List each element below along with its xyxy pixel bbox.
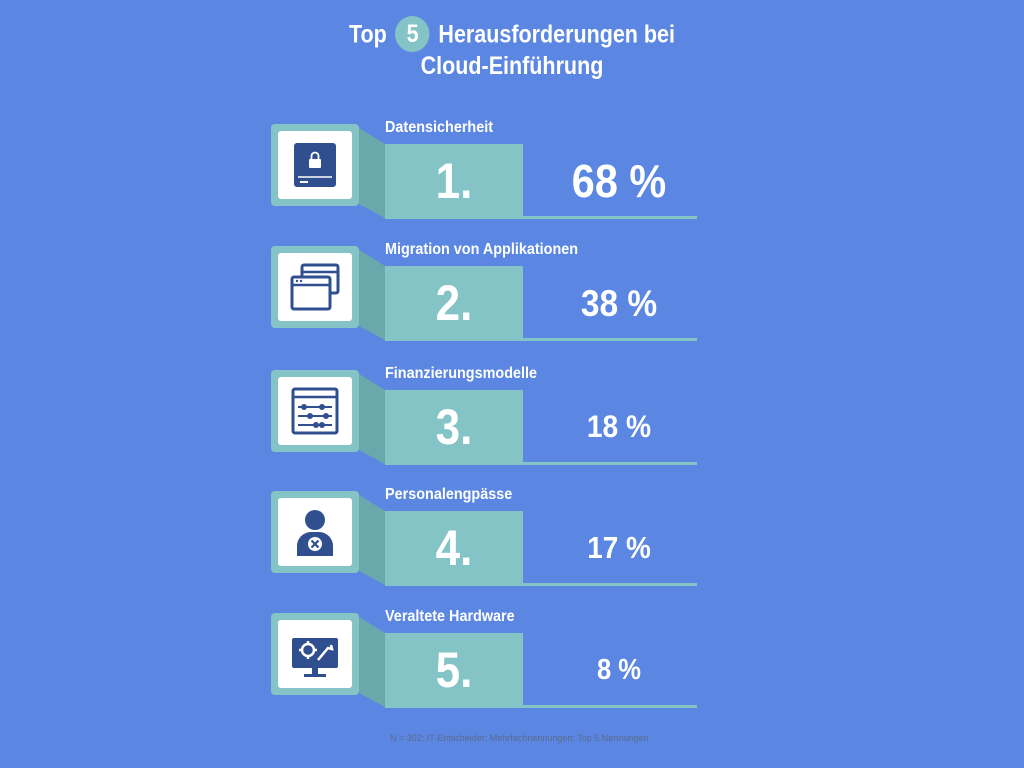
person-x-icon: [278, 498, 352, 566]
rank-box: 3.: [385, 390, 523, 464]
title-line-2: Cloud-Einführung: [420, 52, 604, 80]
ranking-row: Veraltete Hardware 5. 8 %: [0, 607, 1024, 727]
row-underline: [385, 583, 697, 586]
category-label: Personalengpässe: [385, 486, 513, 503]
rank-box: 2.: [385, 266, 523, 340]
rank-number: 5.: [435, 642, 473, 698]
icon-tile: [271, 370, 359, 452]
abacus-icon: [278, 377, 352, 445]
category-label: Datensicherheit: [385, 119, 494, 136]
rank-number: 3.: [435, 399, 473, 455]
rank-box: 1.: [385, 144, 523, 218]
rank-number: 1.: [435, 153, 473, 209]
row-connector: [359, 617, 385, 707]
value-label: 18 %: [586, 409, 652, 444]
rank-number: 4.: [435, 520, 473, 576]
value-label: 17 %: [587, 530, 651, 565]
category-label: Finanzierungsmodelle: [385, 365, 538, 382]
row-underline: [385, 462, 697, 465]
row-underline: [385, 216, 697, 219]
locked-drive-icon: [278, 131, 352, 199]
icon-tile: [271, 613, 359, 695]
ranking-row: Migration von Applikationen 2. 38 %: [0, 240, 1024, 360]
rank-box: 4.: [385, 511, 523, 585]
row-connector: [359, 495, 385, 585]
ranking-row: Personalengpässe 4. 17 %: [0, 485, 1024, 605]
title-prefix: Top: [349, 20, 387, 49]
category-label: Veraltete Hardware: [385, 608, 515, 625]
footnote: N = 302; IT-Entscheider; Mehrfachnennung…: [390, 733, 649, 743]
category-label: Migration von Applikationen: [385, 241, 579, 258]
browser-windows-icon: [278, 253, 352, 321]
row-connector: [359, 374, 385, 464]
value-label: 38 %: [580, 282, 658, 324]
icon-tile: [271, 491, 359, 573]
ranking-row: Datensicherheit 1. 68 %: [0, 118, 1024, 238]
title-number-badge: 5: [395, 16, 430, 52]
title-line-1: Top 5 Herausforderungen bei: [72, 16, 953, 54]
rank-number: 2.: [435, 275, 473, 331]
row-underline: [385, 705, 697, 708]
monitor-tools-icon: [278, 620, 352, 688]
row-connector: [359, 128, 385, 218]
icon-tile: [271, 124, 359, 206]
ranking-row: Finanzierungsmodelle 3. 18 %: [0, 364, 1024, 484]
icon-tile: [271, 246, 359, 328]
value-label: 68 %: [571, 155, 667, 207]
value-label: 8 %: [596, 654, 642, 686]
row-connector: [359, 250, 385, 340]
rank-box: 5.: [385, 633, 523, 707]
row-underline: [385, 338, 697, 341]
title-suffix: Herausforderungen bei: [438, 20, 675, 49]
